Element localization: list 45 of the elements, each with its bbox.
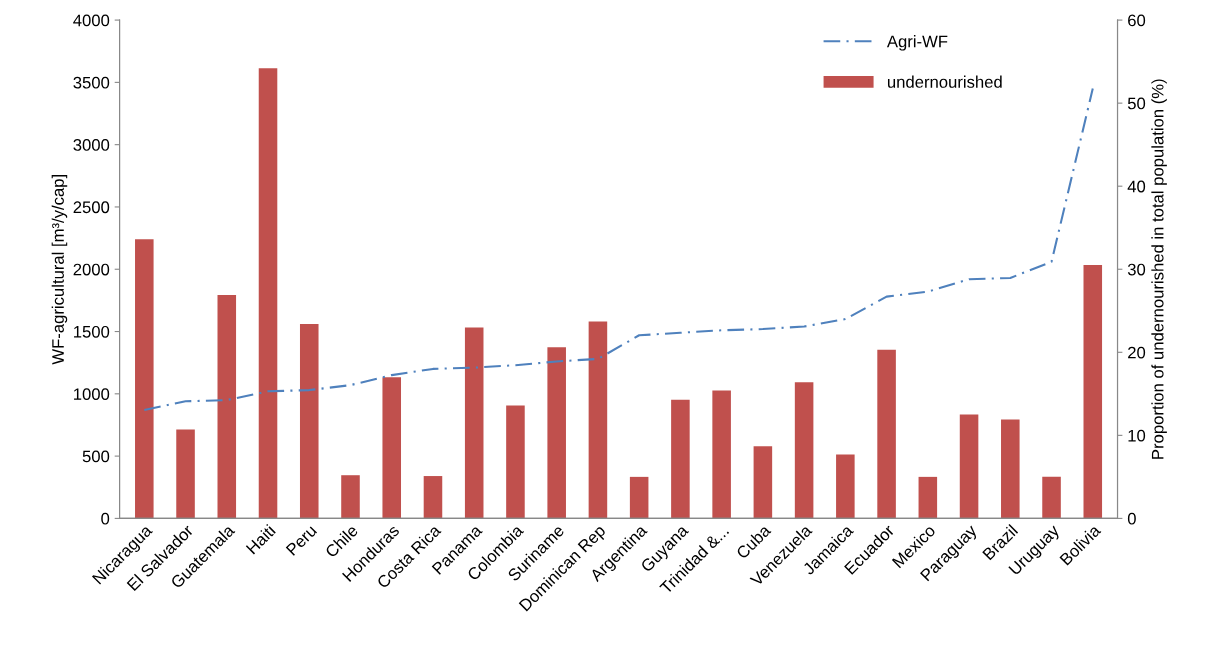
bar — [1042, 476, 1061, 519]
y2-axis-title: Proportion of undernourished in total population (%) — [1151, 79, 1167, 459]
y2-tick-label: 40 — [1127, 180, 1146, 193]
bar — [217, 294, 237, 519]
y-tick-label: 1000 — [74, 388, 110, 401]
y-tick-label: 1500 — [74, 325, 110, 338]
line-series — [143, 87, 1094, 412]
y-tick-label: 3500 — [73, 76, 110, 89]
bar — [753, 446, 773, 519]
legend-label: Agri-WF — [886, 35, 948, 51]
y2-tick-label: 20 — [1128, 346, 1146, 359]
bar — [671, 399, 690, 519]
y-tick-label: 4000 — [73, 14, 110, 27]
bar — [794, 382, 814, 519]
y2-tick-label: 30 — [1127, 263, 1146, 276]
y-axis-title: WF-agricultural [m³/y/cap] — [51, 175, 68, 365]
bar — [258, 68, 278, 519]
bar — [959, 414, 979, 519]
bar — [1083, 265, 1103, 519]
y2-tick-label: 0 — [1127, 512, 1136, 525]
bar — [506, 405, 525, 519]
bar — [877, 349, 896, 519]
bar — [135, 239, 154, 519]
y2-tick-label: 10 — [1128, 429, 1146, 442]
y-tick-label: 3000 — [73, 139, 110, 151]
bar — [299, 324, 319, 519]
y2-tick-label: 60 — [1128, 14, 1146, 27]
bar — [1001, 419, 1020, 519]
y-tick-label: 0 — [101, 512, 110, 525]
bar — [836, 454, 855, 519]
bar — [547, 347, 566, 519]
y2-tick-label: 50 — [1127, 97, 1146, 110]
y-tick-label: 2500 — [73, 201, 110, 214]
bar — [918, 476, 938, 519]
legend-label: undernourished — [887, 75, 1002, 88]
bar — [382, 377, 402, 519]
y-tick-label: 2000 — [73, 263, 110, 276]
bar — [712, 390, 731, 519]
bar — [588, 321, 608, 519]
bar — [464, 327, 484, 519]
y-tick-label: 500 — [82, 450, 110, 463]
bar — [341, 475, 360, 519]
bar — [423, 476, 443, 519]
bar — [176, 429, 195, 519]
bar — [629, 476, 649, 519]
